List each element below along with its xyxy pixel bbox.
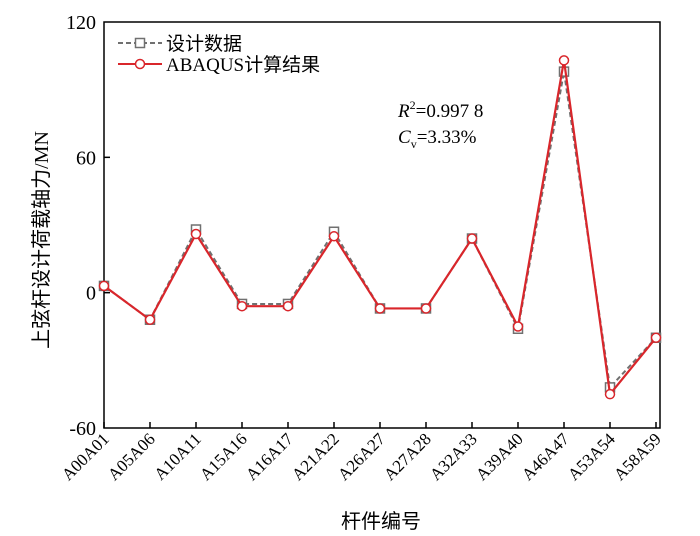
y-tick-label: 0	[86, 283, 96, 305]
data-point-circle	[190, 228, 202, 240]
x-category-label: A10A11	[150, 429, 204, 483]
data-point-circle	[512, 321, 524, 332]
legend-entry-abaqus: ABAQUS计算结果	[118, 54, 320, 76]
legend-label-design: 设计数据	[166, 33, 242, 55]
data-point-circle	[328, 231, 340, 242]
y-tick-label: -60	[69, 418, 96, 440]
legend-label-abaqus: ABAQUS计算结果	[166, 54, 320, 76]
plot-frame	[103, 21, 661, 429]
x-category-label: A16A17	[242, 429, 297, 484]
data-point-circle	[650, 332, 662, 344]
legend-entry-design: 设计数据	[118, 33, 242, 55]
legend-circle-marker	[134, 58, 146, 70]
r-squared-annotation: R2=0.997 8	[397, 98, 483, 122]
x-category-labels: A00A01A05A06A10A11A15A16A16A17A21A22A26A…	[58, 422, 665, 484]
x-category-label: A58A59	[610, 429, 665, 484]
series-layer	[98, 55, 662, 400]
x-category-label: A26A27	[334, 429, 389, 484]
series-design	[98, 66, 662, 393]
x-category-label: A27A28	[380, 429, 435, 484]
data-point-circle	[374, 303, 386, 314]
data-point-circle	[466, 233, 478, 244]
y-axis-title: 上弦杆设计荷载轴力/MN	[30, 131, 53, 349]
x-category-label: A15A16	[196, 429, 251, 484]
statistics-annotation: R2=0.997 8 Cv=3.33%	[397, 98, 483, 151]
data-point-circle	[236, 300, 248, 312]
series-abaqus	[98, 55, 662, 400]
data-point-circle	[144, 314, 156, 325]
x-category-label: A21A22	[288, 429, 343, 484]
y-ticks: -60 0 60 120	[66, 12, 110, 440]
x-axis-title: 杆件编号	[341, 510, 421, 533]
x-category-label: A53A54	[564, 429, 619, 484]
x-category-label: A46A47	[518, 429, 573, 484]
series-line	[103, 70, 657, 389]
data-point-circle	[420, 303, 432, 314]
data-point-circle	[604, 388, 616, 400]
x-category-label: A32A33	[426, 429, 481, 484]
data-point-circle	[282, 300, 294, 312]
legend-square-marker	[134, 37, 146, 49]
axes	[103, 21, 661, 429]
data-point-circle	[558, 55, 570, 66]
data-point-circle	[98, 280, 110, 292]
series-line	[103, 59, 657, 396]
y-tick-label: 120	[66, 12, 96, 34]
cv-annotation: Cv=3.33%	[398, 127, 477, 151]
y-tick-label: 60	[76, 147, 96, 169]
x-category-label: A39A40	[472, 429, 527, 484]
x-category-label: A05A06	[104, 429, 159, 484]
legend: 设计数据 ABAQUS计算结果	[118, 33, 320, 76]
